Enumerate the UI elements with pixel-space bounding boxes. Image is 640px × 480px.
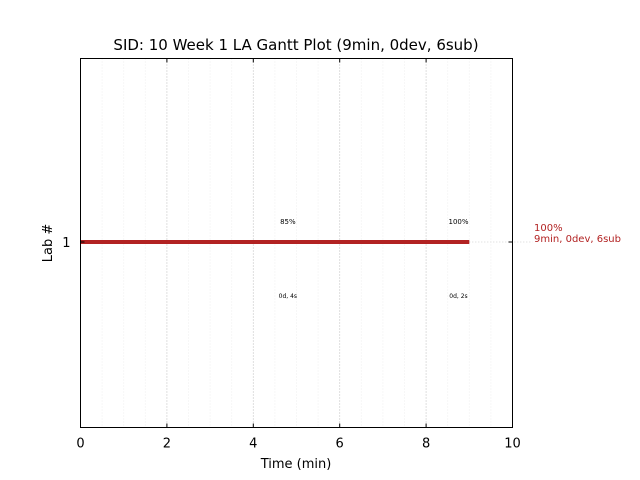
x-axis-ticks: 0 2 4 6 8 10 [76,58,521,452]
side-label-percent: 100% [534,223,563,234]
x-tick-label: 10 [504,437,521,452]
x-tick-label: 4 [249,437,257,452]
y-axis-label: Lab # [41,224,56,263]
annotation-detail: 0d, 4s [279,293,297,300]
side-label-summary: 9min, 0dev, 6sub [534,234,621,245]
plot-frame [80,58,513,428]
x-tick-label: 0 [76,437,84,452]
bars-layer [80,240,533,244]
annotation-percent: 85% [280,218,296,226]
gantt-bar [80,240,470,244]
x-axis-label: Time (min) [260,457,332,472]
x-tick-label: 6 [336,437,344,452]
chart-title: SID: 10 Week 1 LA Gantt Plot (9min, 0dev… [113,36,478,54]
annotation-detail: 0d, 2s [449,293,467,300]
annotations-layer: 85% 0d, 4s 100% 0d, 2s [279,218,469,300]
y-tick-label: 1 [62,236,70,251]
annotation-percent: 100% [448,218,468,226]
x-tick-label: 2 [163,437,171,452]
y-axis-ticks: 1 [62,236,513,251]
x-tick-label: 8 [422,437,430,452]
